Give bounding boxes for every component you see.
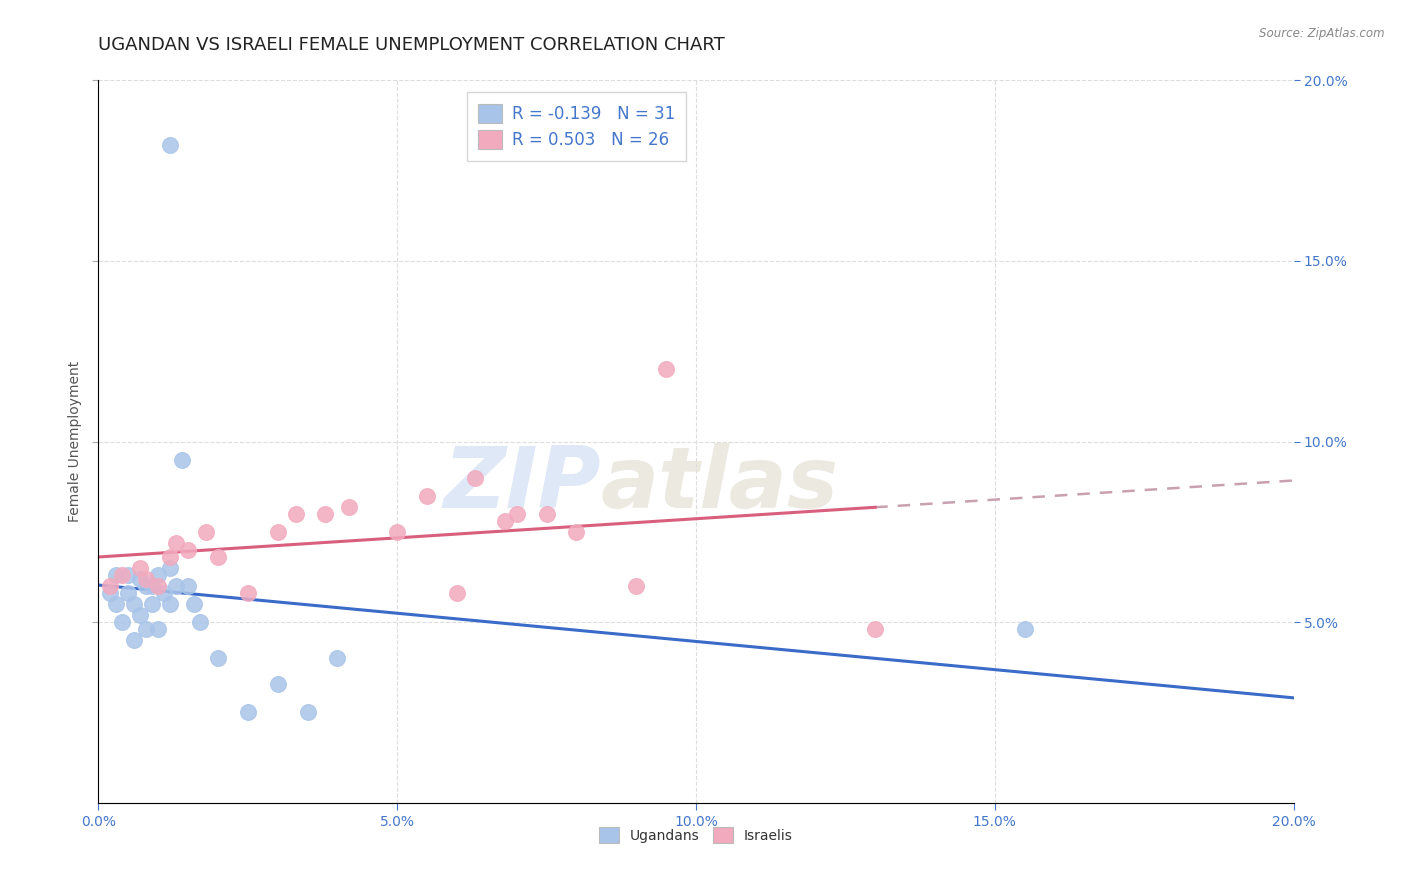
Point: [267, 524, 290, 539]
Point: [865, 623, 887, 637]
Point: [165, 579, 187, 593]
Point: [326, 651, 349, 665]
Point: [159, 597, 181, 611]
Point: [494, 514, 516, 528]
Point: [148, 568, 170, 582]
Point: [195, 524, 218, 539]
Point: [207, 550, 229, 565]
Point: [141, 579, 163, 593]
Point: [207, 651, 229, 665]
Point: [129, 607, 152, 622]
Point: [129, 561, 152, 575]
Point: [1014, 623, 1036, 637]
Point: [315, 507, 337, 521]
Point: [183, 597, 205, 611]
Point: [98, 579, 122, 593]
Point: [267, 676, 290, 690]
Point: [416, 489, 439, 503]
Point: [385, 524, 409, 539]
Text: Source: ZipAtlas.com: Source: ZipAtlas.com: [1260, 27, 1385, 40]
Point: [188, 615, 211, 630]
Point: [117, 568, 139, 582]
Point: [135, 579, 157, 593]
Point: [177, 542, 200, 557]
Point: [339, 500, 361, 514]
Point: [236, 586, 259, 600]
Point: [536, 507, 558, 521]
Point: [111, 615, 134, 630]
Point: [159, 550, 181, 565]
Text: UGANDAN VS ISRAELI FEMALE UNEMPLOYMENT CORRELATION CHART: UGANDAN VS ISRAELI FEMALE UNEMPLOYMENT C…: [98, 36, 725, 54]
Point: [159, 138, 181, 153]
Point: [148, 579, 170, 593]
Point: [111, 568, 134, 582]
Point: [129, 572, 152, 586]
Point: [135, 572, 157, 586]
Point: [236, 706, 259, 720]
Point: [153, 586, 176, 600]
Point: [117, 586, 139, 600]
Point: [565, 524, 588, 539]
Point: [159, 561, 181, 575]
Text: ZIP: ZIP: [443, 443, 600, 526]
Point: [98, 586, 122, 600]
Point: [284, 507, 307, 521]
Point: [148, 623, 170, 637]
Point: [141, 597, 163, 611]
Point: [177, 579, 200, 593]
Point: [124, 597, 146, 611]
Point: [105, 597, 128, 611]
Point: [506, 507, 529, 521]
Point: [165, 535, 187, 549]
Point: [626, 579, 648, 593]
Point: [135, 623, 157, 637]
Legend: Ugandans, Israelis: Ugandans, Israelis: [592, 820, 800, 850]
Point: [464, 471, 486, 485]
Y-axis label: Female Unemployment: Female Unemployment: [67, 361, 82, 522]
Point: [297, 706, 319, 720]
Point: [124, 633, 146, 648]
Point: [172, 452, 194, 467]
Point: [105, 568, 128, 582]
Point: [655, 362, 678, 376]
Point: [446, 586, 468, 600]
Text: atlas: atlas: [600, 443, 838, 526]
